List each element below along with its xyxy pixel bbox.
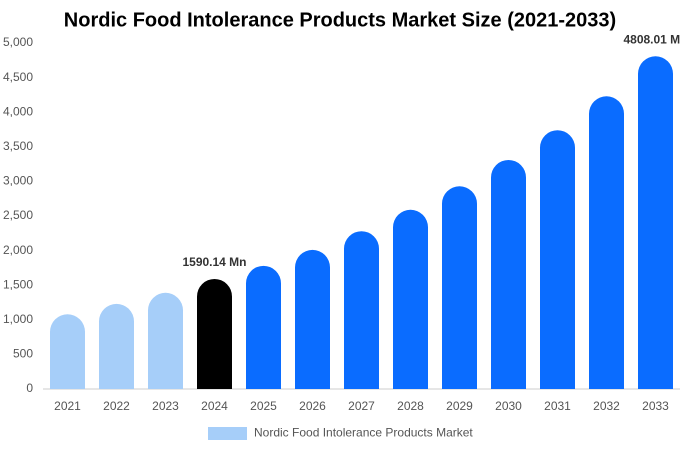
x-tick-label: 2026 [299, 399, 326, 413]
y-tick-label: 4,000 [3, 104, 33, 118]
bar [197, 278, 232, 389]
x-tick-label: 2031 [544, 399, 571, 413]
x-tick-label: 2025 [250, 399, 277, 413]
chart-title: Nordic Food Intolerance Products Market … [64, 9, 616, 31]
data-label: 4808.01 Mn [623, 32, 680, 46]
bar [246, 265, 281, 389]
bar [295, 249, 330, 389]
data-label: 1590.14 Mn [182, 255, 246, 269]
bar [393, 209, 428, 389]
bar [344, 231, 379, 389]
bar [540, 130, 575, 389]
bar [491, 159, 526, 389]
x-tick-label: 2033 [642, 399, 669, 413]
x-tick-label: 2023 [152, 399, 179, 413]
y-tick-label: 1,000 [3, 312, 33, 326]
bar [638, 56, 673, 390]
x-tick-label: 2028 [397, 399, 424, 413]
x-tick-label: 2032 [593, 399, 620, 413]
y-tick-label: 3,000 [3, 174, 33, 188]
x-tick-label: 2022 [103, 399, 130, 413]
x-tick-label: 2021 [54, 399, 81, 413]
x-tick-label: 2029 [446, 399, 473, 413]
bar [148, 292, 183, 389]
x-tick-label: 2030 [495, 399, 522, 413]
bar [589, 96, 624, 389]
x-tick-label: 2024 [201, 399, 228, 413]
legend-swatch [208, 427, 247, 440]
bar [99, 303, 134, 389]
y-tick-label: 2,500 [3, 208, 33, 222]
y-tick-label: 5,000 [3, 35, 33, 49]
bar [442, 186, 477, 389]
y-tick-label: 0 [26, 381, 33, 395]
legend-label: Nordic Food Intolerance Products Market [254, 426, 473, 440]
bar [50, 314, 85, 389]
y-tick-label: 3,500 [3, 139, 33, 153]
y-tick-label: 500 [13, 347, 33, 361]
y-tick-label: 1,500 [3, 277, 33, 291]
x-tick-label: 2027 [348, 399, 375, 413]
y-tick-label: 2,000 [3, 243, 33, 257]
y-tick-label: 4,500 [3, 70, 33, 84]
